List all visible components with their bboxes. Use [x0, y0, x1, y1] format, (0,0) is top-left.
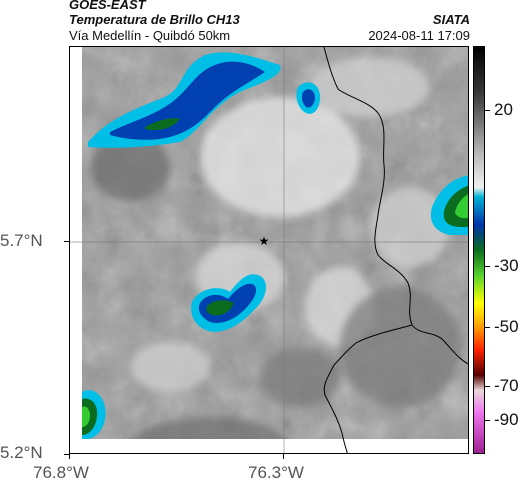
x-tick-mark: [69, 454, 70, 459]
colorbar-label: -50: [494, 317, 519, 336]
colorbar-tick: [485, 420, 490, 421]
timestamp: 2024-08-11 17:09: [368, 28, 470, 43]
colorbar-label: -30: [494, 256, 519, 275]
colorbar-tick: [485, 266, 490, 267]
colorbar-tick: [485, 327, 490, 328]
y-tick-label: 5.7°N: [0, 231, 43, 250]
region-label: Vía Medellín - Quibdó 50km: [69, 28, 231, 43]
department-border-branch: [333, 324, 413, 366]
satellite-map: ★: [69, 46, 469, 454]
y-tick-mark: [64, 241, 69, 242]
colorbar-tick: [485, 110, 490, 111]
colorbar-label: 20: [494, 100, 513, 119]
colorbar-label: -70: [494, 376, 519, 395]
organization-label: SIATA: [432, 12, 470, 27]
department-border-south: [323, 364, 348, 453]
star-icon: ★: [259, 234, 270, 248]
department-border: [323, 47, 468, 365]
y-tick-mark: [64, 454, 69, 455]
colorbar-tick: [485, 386, 490, 387]
colorbar-label: -90: [494, 410, 519, 429]
product-title: Temperatura de Brillo CH13: [69, 12, 240, 27]
y-tick-label: 5.2°N: [0, 443, 43, 462]
satellite-name: GOES-EAST: [69, 0, 146, 12]
cloud-imagery: [82, 47, 468, 453]
x-tick-label: 76.8°W: [33, 463, 89, 482]
colorbar: [473, 46, 485, 454]
gridlines: [70, 47, 468, 453]
x-tick-label: 76.3°W: [248, 463, 304, 482]
x-tick-mark: [283, 454, 284, 459]
